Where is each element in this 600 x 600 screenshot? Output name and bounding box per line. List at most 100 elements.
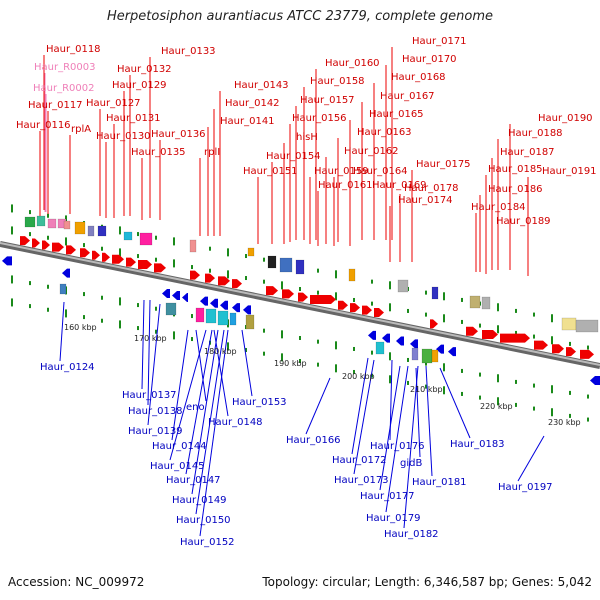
- forward-gene-arrow: [266, 286, 278, 296]
- feature-block: [97, 225, 107, 237]
- track-tick: [515, 379, 517, 384]
- gene-label: rplA: [71, 124, 91, 135]
- forward-gene-arrow: [126, 257, 136, 267]
- gene-label: Haur_0153: [232, 397, 287, 408]
- gene-label: Haur_0190: [538, 113, 593, 124]
- forward-gene-arrow: [298, 292, 308, 302]
- feature-block: [195, 307, 205, 323]
- track-tick: [155, 306, 157, 311]
- track-tick: [551, 336, 553, 345]
- gene-label: Haur_0141: [220, 116, 275, 127]
- track-tick: [479, 372, 481, 377]
- track-tick: [47, 307, 49, 312]
- track-tick: [137, 232, 139, 237]
- track-tick: [335, 270, 337, 279]
- gene-features: [2, 215, 600, 385]
- gene-label: Haur_0184: [471, 202, 526, 213]
- track-tick: [407, 308, 409, 313]
- scale-label: 210 kbp: [410, 385, 443, 394]
- bottom-label-leader: [305, 377, 331, 435]
- forward-gene-arrow: [430, 319, 438, 329]
- gene-label: Haur_0159: [314, 166, 369, 177]
- track-tick: [83, 243, 85, 248]
- track-tick: [191, 265, 193, 270]
- track-tick: [353, 346, 355, 351]
- track-tick: [209, 268, 211, 273]
- reverse-gene-arrow: [2, 256, 12, 266]
- gene-label: gidB: [400, 458, 422, 469]
- track-tick: [587, 394, 589, 399]
- gene-label: Haur_0127: [86, 98, 141, 109]
- feature-block: [217, 310, 229, 326]
- gene-label: Haur_0143: [234, 80, 289, 91]
- track-tick: [407, 380, 409, 385]
- feature-block: [36, 215, 46, 227]
- forward-gene-arrow: [310, 295, 336, 305]
- track-tick: [299, 336, 301, 340]
- track-tick: [245, 254, 247, 259]
- track-tick: [155, 257, 157, 262]
- gene-label: Haur_0132: [117, 64, 172, 75]
- gene-label: Haur_0124: [40, 362, 95, 373]
- track-tick: [443, 292, 445, 301]
- reverse-gene-arrow: [232, 303, 240, 313]
- track-tick: [101, 295, 103, 300]
- track-tick: [389, 303, 391, 312]
- gene-label: Haur_0173: [334, 475, 389, 486]
- gene-label: Haur_0136: [151, 129, 206, 140]
- gene-label: Haur_0116: [16, 120, 71, 131]
- gene-label: Haur_0170: [402, 54, 457, 65]
- forward-gene-arrow: [282, 289, 294, 299]
- feature-block: [24, 216, 36, 228]
- scale-label: 170 kbp: [134, 334, 167, 343]
- gene-label: Haur_0154: [266, 151, 321, 162]
- track-tick: [587, 345, 589, 350]
- reverse-gene-arrow: [162, 288, 170, 298]
- track-tick: [317, 362, 319, 367]
- track-tick: [263, 257, 265, 262]
- feature-block: [123, 231, 133, 241]
- gene-label: Haur_0138: [128, 406, 183, 417]
- track-tick: [425, 361, 427, 366]
- track-tick: [263, 351, 265, 356]
- gene-label: Haur_R0002: [33, 83, 95, 94]
- gene-label: Haur_0187: [500, 147, 555, 158]
- feature-block: [279, 257, 293, 273]
- bottom-label-leader: [195, 329, 207, 402]
- reverse-gene-labels: Haur_0124 Haur_0137 Haur_0138 eno Haur_0139 H…: [40, 362, 553, 548]
- gene-label: Haur_0117: [28, 100, 83, 111]
- track-tick: [515, 330, 517, 335]
- gene-label: Haur_0191: [542, 166, 597, 177]
- track-tick: [173, 237, 175, 246]
- track-tick: [83, 315, 85, 320]
- track-tick: [281, 281, 283, 290]
- track-tick: [209, 246, 211, 251]
- gene-label: Haur_0197: [498, 482, 553, 493]
- track-tick: [443, 386, 445, 395]
- gene-label: Haur_0151: [243, 166, 298, 177]
- genome-summary-label: Topology: circular; Length: 6,346,587 bp…: [262, 575, 592, 589]
- track-tick: [191, 337, 193, 342]
- gene-label: Haur_0185: [488, 164, 543, 175]
- track-tick: [515, 402, 517, 407]
- gene-label: Haur_0172: [332, 455, 387, 466]
- track-tick: [443, 363, 445, 372]
- forward-gene-arrow: [350, 303, 360, 313]
- track-tick: [101, 246, 103, 251]
- track-tick: [155, 235, 157, 240]
- track-tick: [461, 368, 463, 373]
- track-tick: [497, 397, 499, 406]
- track-tick: [317, 268, 319, 273]
- forward-gene-arrow: [102, 252, 110, 262]
- reverse-gene-arrow: [220, 300, 228, 310]
- track-tick: [533, 406, 535, 411]
- track-tick: [389, 352, 391, 361]
- track-tick: [245, 276, 247, 281]
- track-tick: [281, 353, 283, 362]
- track-tick: [191, 314, 193, 319]
- gene-label: Haur_0178: [404, 183, 459, 194]
- track-tick: [155, 329, 157, 334]
- gene-label: Haur_0142: [225, 98, 280, 109]
- track-tick: [47, 284, 49, 289]
- reverse-gene-arrow: [200, 296, 208, 306]
